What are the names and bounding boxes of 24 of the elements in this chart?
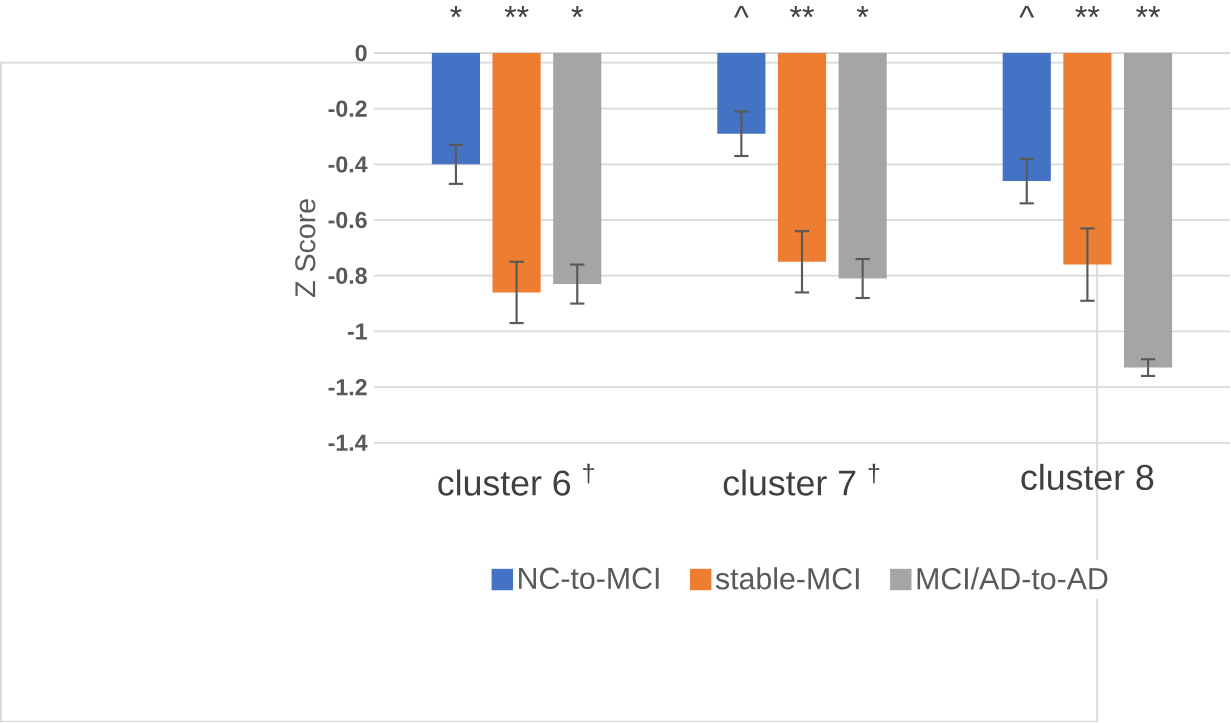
text: * [450,6,462,18]
y-tick-label: -1 [347,323,367,340]
text: * [571,6,583,18]
text: ** [1075,6,1100,18]
y-tick-label: -1.2 [328,379,367,396]
x-tick-label: cluster 8 [1021,464,1154,491]
y-tick-label: 0 [355,45,367,62]
text: ^ [733,6,749,18]
y-axis-title: Z Score [295,199,316,298]
text: ** [790,6,814,18]
legend-label: MCI/AD-to-AD [917,567,1108,590]
y-tick-label: -0.4 [328,156,368,173]
x-tick-label: cluster 7 $^{†}$ [723,464,880,496]
legend-label: NC-to-MCI [519,567,659,590]
y-tick-label: -1.4 [328,435,368,451]
y-tick-label: -0.8 [328,267,367,285]
text: ^ [1019,6,1035,18]
y-tick-label: -0.2 [328,100,367,118]
text: ** [504,6,529,18]
x-tick-label: cluster 6 $^{†}$ [438,464,594,496]
text: * [856,6,869,18]
text: ** [1136,6,1161,18]
legend-label: stable-MCI [715,567,859,590]
y-tick-label: -0.6 [328,212,367,229]
